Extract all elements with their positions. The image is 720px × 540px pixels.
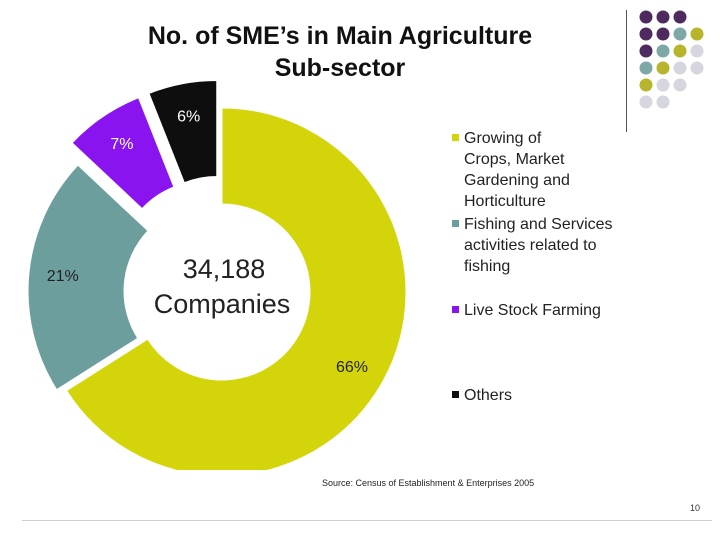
legend-label: Growing of Crops, Market Gardening and Hort… [464,128,654,212]
legend-label-line: Others [464,387,513,404]
decorative-dot [673,10,687,24]
decorative-dot [690,61,704,75]
footer-divider [22,520,712,521]
legend-label-line: Crops, Market [464,151,565,168]
legend-swatch [452,134,459,141]
legend-swatch [452,391,459,398]
decorative-dot [673,27,687,41]
source-note: Source: Census of Establishment & Enterp… [322,478,535,488]
decorative-dot [639,44,653,58]
decorative-divider [626,10,627,132]
slice-value-label: 21% [47,268,79,285]
decorative-dot [656,95,670,109]
slice-livestock [71,97,175,210]
decorative-dot [656,44,670,58]
decorative-dot [673,44,687,58]
slice-value-label: 66% [336,359,368,376]
slice-others [148,79,218,184]
decorative-dot [639,78,653,92]
decorative-dot [690,27,704,41]
decorative-dot [673,61,687,75]
legend-label-line: fishing [464,258,511,275]
legend-label-line: Live Stock Farming [464,302,601,319]
decorative-dot [639,61,653,75]
decorative-dot [690,44,704,58]
chart-title: No. of SME’s in Main Agriculture Sub-sec… [60,20,620,84]
decorative-dot [656,61,670,75]
legend-label-line: Fishing and Services [464,216,613,233]
legend-label-line: Growing of [464,130,542,147]
legend-swatch [452,220,459,227]
legend-label-line: Horticulture [464,193,546,210]
donut-chart: 66% 21% 7% 6% 34,188 Companies [27,79,407,470]
legend-label-line: Gardening and [464,172,570,189]
decorative-dot [639,27,653,41]
center-value: 34,188 [183,254,266,284]
slice-fishing [27,164,149,391]
legend-label-line: activities related to [464,237,597,254]
legend-label: Live Stock Farming [464,300,654,321]
center-label: Companies [154,289,291,319]
decorative-dot [639,95,653,109]
decorative-dot [656,10,670,24]
decorative-dot [673,78,687,92]
slice-crops [65,107,407,470]
legend-label: Fishing and Services activities related t… [464,214,654,277]
decorative-dot [656,27,670,41]
slice-value-label: 6% [177,108,200,125]
chart-title-line-1: No. of SME’s in Main Agriculture [147,22,533,50]
decorative-dot [639,10,653,24]
decorative-dot [656,78,670,92]
slice-value-label: 7% [110,136,133,153]
page-number: 10 [689,503,700,513]
legend-label: Others [464,385,654,406]
legend-swatch [452,306,459,313]
chart-title-line-2: Sub-sector [274,54,406,82]
